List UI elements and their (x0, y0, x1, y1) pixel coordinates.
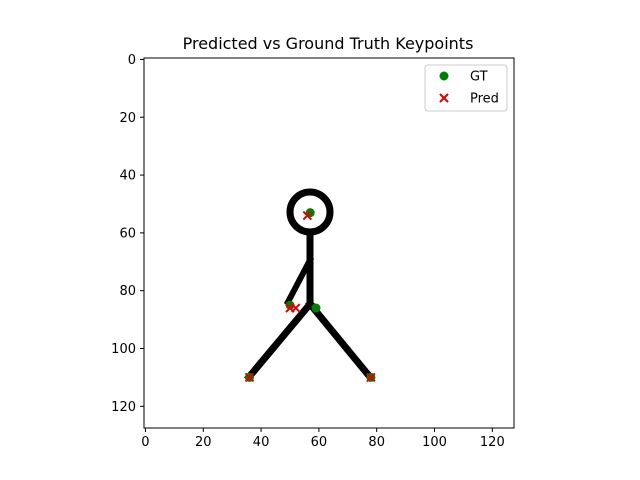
x-axis: 0 20 40 60 80 100 120 (141, 428, 505, 450)
y-axis: 0 20 40 60 80 100 120 (111, 53, 144, 415)
pred-point (366, 372, 376, 383)
pred-point (291, 303, 301, 313)
x-tick-label: 100 (422, 435, 447, 450)
gt-point (285, 300, 295, 310)
x-tick-label: 120 (480, 435, 505, 450)
gt-point (311, 303, 321, 313)
legend: GT Pred (424, 64, 508, 112)
y-tick-label: 120 (111, 400, 136, 415)
y-tick-label: 40 (119, 169, 136, 184)
plot-area (143, 57, 515, 429)
legend-marker-gt (439, 71, 449, 81)
pred-point (302, 210, 313, 221)
y-tick-label: 80 (119, 284, 136, 299)
x-tick-label: 0 (141, 435, 149, 450)
pred-point (244, 372, 255, 383)
chart-title: Predicted vs Ground Truth Keypoints (183, 34, 474, 53)
x-tick-label: 40 (253, 435, 270, 450)
x-tick-label: 20 (195, 435, 212, 450)
y-tick-label: 100 (111, 342, 136, 357)
x-tick-label: 60 (311, 435, 328, 450)
y-tick-label: 20 (119, 111, 136, 126)
y-tick-label: 60 (119, 226, 136, 241)
x-tick-label: 80 (368, 435, 385, 450)
legend-label-gt: GT (470, 70, 488, 85)
series-layer (244, 208, 376, 383)
series-pred (244, 210, 376, 383)
stick-figure-image (244, 188, 375, 382)
y-tick-label: 0 (128, 53, 136, 68)
legend-marker-pred (439, 93, 449, 103)
legend-label-pred: Pred (470, 92, 499, 107)
